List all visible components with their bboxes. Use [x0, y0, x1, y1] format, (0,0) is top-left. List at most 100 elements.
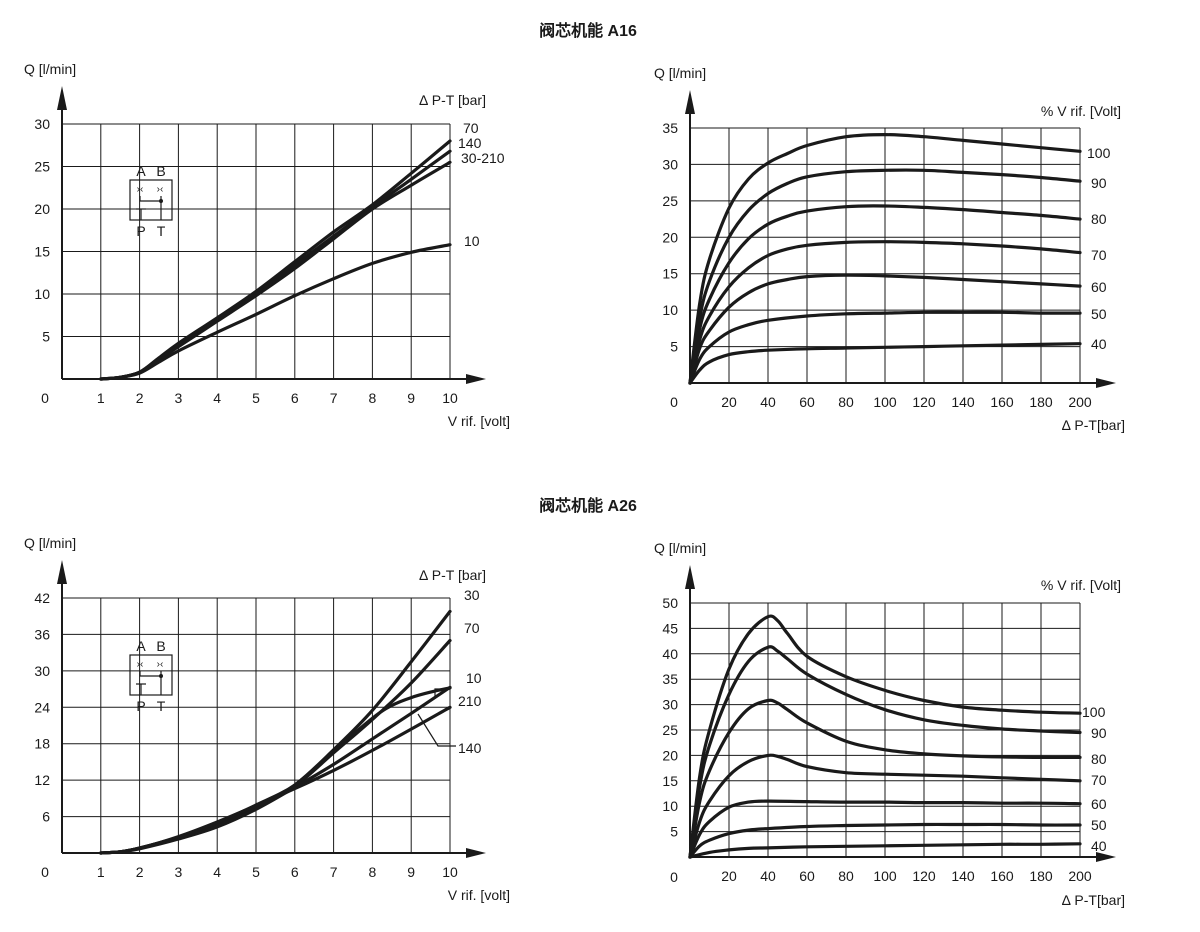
x-tick-label: 2: [136, 390, 144, 406]
y-tick-label: 36: [34, 626, 50, 642]
x-tick-label: 6: [291, 390, 299, 406]
x-tick-label: 20: [721, 394, 737, 410]
origin-label: 0: [670, 869, 678, 885]
port-label: P: [136, 223, 145, 239]
series-line-100: [688, 614, 1082, 859]
origin-label: 0: [41, 864, 49, 880]
x-tick-label: 180: [1029, 394, 1053, 410]
y-axis-label: Q [l/min]: [24, 61, 76, 77]
y-tick-label: 5: [42, 329, 50, 345]
series-label: 30-210: [461, 150, 505, 166]
y-tick-label: 15: [662, 773, 678, 789]
x-tick-label: 5: [252, 390, 260, 406]
y-tick-label: 30: [662, 156, 678, 172]
origin-label: 0: [670, 394, 678, 410]
x-tick-label: 9: [407, 390, 415, 406]
series-line-80: [688, 698, 1082, 859]
x-axis-label: V rif. [volt]: [448, 413, 510, 429]
x-tick-label: 100: [873, 394, 897, 410]
y-axis-arrow: [685, 90, 695, 114]
junction-dot: [159, 199, 163, 203]
x-tick-label: 160: [990, 394, 1014, 410]
series-label: 10: [466, 670, 482, 686]
x-tick-label: 60: [799, 394, 815, 410]
y-tick-label: 5: [670, 339, 678, 355]
series-line-70: [688, 753, 1082, 859]
x-tick-label: 5: [252, 864, 260, 880]
junction-dot: [159, 674, 163, 678]
y-axis-arrow: [57, 86, 67, 110]
y-tick-label: 10: [34, 286, 50, 302]
series-label: 90: [1091, 175, 1107, 191]
legend-title: % V rif. [Volt]: [1041, 577, 1121, 593]
x-tick-label: 1: [97, 864, 105, 880]
legend-title: % V rif. [Volt]: [1041, 103, 1121, 119]
grid: [62, 597, 451, 853]
series-line-10: [99, 686, 452, 855]
y-tick-label: 20: [662, 229, 678, 245]
chart-a16-pressure: 20 40 60 80 100 120 140 160 180 200 5 10 15 20 25 30 35 0…: [654, 65, 1125, 433]
x-tick-label: 7: [330, 864, 338, 880]
valve-passage: [139, 196, 162, 202]
x-tick-label: 7: [330, 390, 338, 406]
x-tick-label: 100: [873, 868, 897, 884]
x-tick-label: 140: [951, 868, 975, 884]
x-tick-label: 120: [912, 868, 936, 884]
series-label: 60: [1091, 279, 1107, 295]
x-tick-label: 60: [799, 868, 815, 884]
y-tick-label: 15: [662, 266, 678, 282]
x-tick-label: 8: [369, 864, 377, 880]
y-tick-label: 24: [34, 699, 50, 715]
flow-mark-icon: ›‹: [157, 659, 164, 670]
port-label: B: [156, 638, 165, 654]
x-tick-label: 80: [838, 394, 854, 410]
y-tick-label: 35: [662, 120, 678, 136]
series-label: 100: [1082, 704, 1106, 720]
series-label: 70: [463, 120, 479, 136]
series-line-140: [99, 705, 452, 855]
series-label: 50: [1091, 306, 1107, 322]
x-tick-label: 8: [369, 390, 377, 406]
x-tick-label: 40: [760, 394, 776, 410]
series-line-50: [688, 822, 1082, 859]
series-label: 40: [1091, 838, 1107, 854]
x-axis-arrow: [1096, 852, 1116, 862]
y-tick-label: 25: [662, 193, 678, 209]
series-label: 140: [458, 135, 482, 151]
y-tick-label: 35: [662, 671, 678, 687]
x-tick-label: 9: [407, 864, 415, 880]
x-tick-label: 3: [175, 390, 183, 406]
series-line-70: [99, 638, 452, 855]
series-label: 210: [458, 693, 482, 709]
series-label: 70: [1091, 247, 1107, 263]
legend-title: ∆ P-T [bar]: [419, 567, 486, 583]
valve-box: [129, 179, 173, 221]
x-tick-label: 140: [951, 394, 975, 410]
y-tick-label: 10: [662, 798, 678, 814]
series-label: 140: [458, 740, 482, 756]
x-tick-label: 4: [213, 390, 221, 406]
series-leader-line: [417, 713, 456, 747]
y-tick-label: 40: [662, 646, 678, 662]
series-line-40: [688, 842, 1082, 859]
series-line-70: [99, 139, 452, 381]
series-line-60: [688, 273, 1082, 385]
valve-passage: [139, 671, 162, 677]
x-tick-label: 40: [760, 868, 776, 884]
section-title-a16: 阀芯机能 A16: [539, 21, 637, 40]
series-line-40: [688, 342, 1082, 385]
x-tick-label: 10: [442, 390, 458, 406]
section-title-a26: 阀芯机能 A26: [539, 496, 637, 515]
y-axis-arrow: [57, 560, 67, 584]
y-tick-label: 50: [662, 595, 678, 611]
port-label: T: [157, 223, 166, 239]
legend-title: ∆ P-T [bar]: [419, 92, 486, 108]
series-line-50: [688, 310, 1082, 385]
valve-symbol: ›‹ ›‹ A B P T: [129, 638, 173, 714]
series-line-90: [688, 168, 1082, 385]
x-tick-label: 10: [442, 864, 458, 880]
x-tick-label: 180: [1029, 868, 1053, 884]
x-tick-label: 6: [291, 864, 299, 880]
y-tick-label: 30: [34, 663, 50, 679]
x-tick-label: 120: [912, 394, 936, 410]
